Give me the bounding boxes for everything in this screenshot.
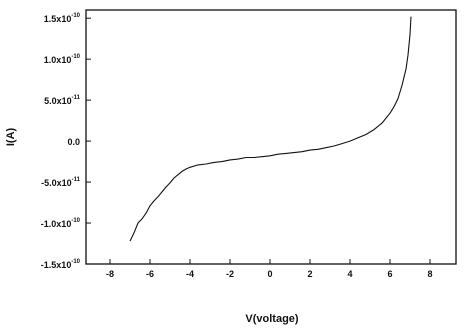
x-tick-label: -8 — [106, 269, 114, 279]
y-axis-label: I(A) — [5, 128, 17, 147]
y-tick-mantissa: 1.0x10 — [44, 55, 72, 65]
y-tick-exponent: -10 — [71, 259, 80, 265]
x-tick-label: 8 — [427, 269, 432, 279]
y-tick-mantissa: 1.5x10 — [44, 14, 72, 24]
x-tick-label: 6 — [387, 269, 392, 279]
y-tick-label: 1.5x10-10 — [44, 13, 81, 24]
x-tick-label: 2 — [307, 269, 312, 279]
y-tick-mantissa: 0.0 — [67, 137, 80, 147]
y-tick-exponent: -10 — [71, 13, 80, 19]
x-tick-label: 4 — [347, 269, 352, 279]
y-tick-label: -1.0x10-10 — [41, 218, 81, 229]
y-tick-label: 0.0 — [67, 137, 80, 147]
y-axis-ticks: 1.5x10-101.0x10-105.0x10-110.0-5.0x10-11… — [41, 13, 91, 270]
y-tick-label: 1.0x10-10 — [44, 54, 81, 65]
x-tick-label: -6 — [146, 269, 154, 279]
x-axis-label: V(voltage) — [245, 313, 299, 325]
y-tick-label: -5.0x10-11 — [41, 177, 81, 188]
plot-frame — [85, 9, 457, 265]
y-tick-mantissa: -1.0x10 — [41, 219, 72, 229]
x-tick-label: 0 — [267, 269, 272, 279]
y-tick-label: 5.0x10-11 — [44, 95, 81, 106]
y-tick-exponent: -11 — [72, 177, 81, 183]
x-axis-ticks: -8 -6 -4 -2 0 2 4 6 8 — [106, 259, 433, 279]
x-tick-label: -4 — [186, 269, 194, 279]
series-line — [129, 16, 412, 242]
y-tick-label: -1.5x10-10 — [41, 259, 81, 270]
y-tick-exponent: -11 — [72, 95, 81, 101]
x-tick-label: -2 — [226, 269, 234, 279]
y-tick-mantissa: -1.5x10 — [41, 260, 72, 270]
y-tick-mantissa: -5.0x10 — [41, 178, 72, 188]
y-tick-mantissa: 5.0x10 — [44, 96, 72, 106]
y-tick-exponent: -10 — [71, 218, 80, 224]
y-tick-exponent: -10 — [71, 54, 80, 60]
